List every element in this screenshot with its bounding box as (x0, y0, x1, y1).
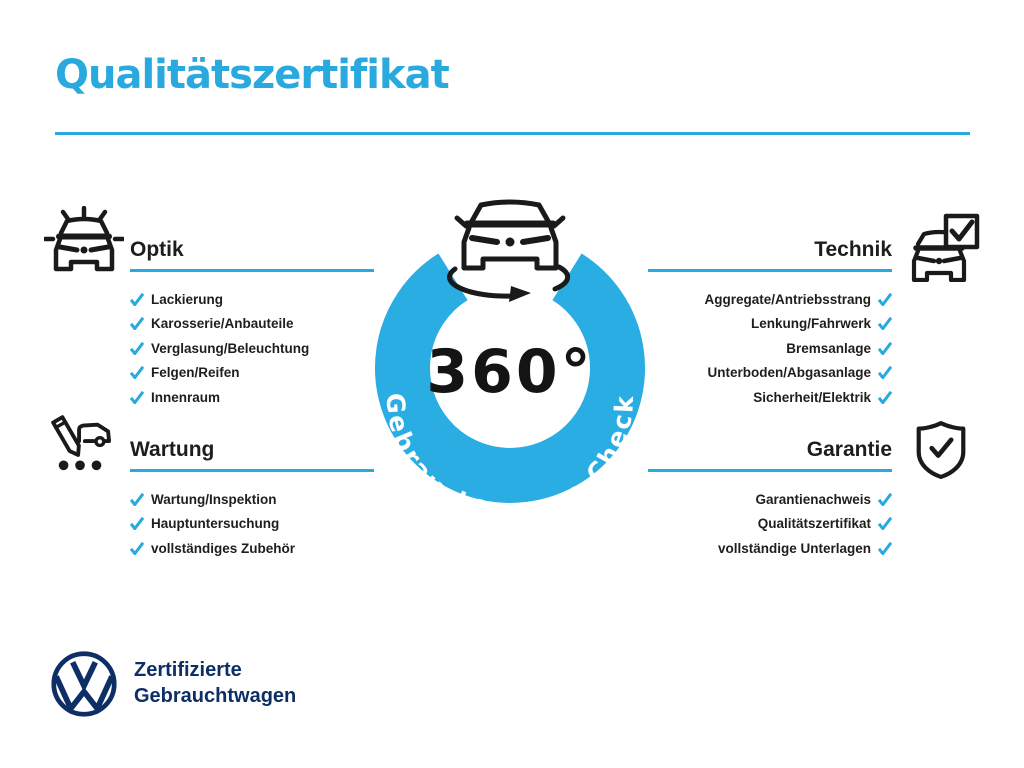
optik-checklist: Lackierung Karosserie/Anbauteile Verglas… (130, 287, 374, 410)
check-item: Aggregate/Antriebsstrang (648, 287, 892, 312)
check-item-label: Bremsanlage (786, 340, 871, 356)
check-item-label: Aggregate/Antriebsstrang (704, 291, 871, 307)
check-item: Wartung/Inspektion (130, 487, 374, 512)
technik-checklist: Aggregate/Antriebsstrang Lenkung/Fahrwer… (648, 287, 892, 410)
wartung-checklist: Wartung/Inspektion Hauptuntersuchung vol… (130, 487, 374, 561)
garantie-checklist: Garantienachweis Qualitätszertifikat vol… (648, 487, 892, 561)
check-icon (878, 390, 892, 404)
page-title: Qualitätszertifikat (55, 52, 450, 98)
360-check-badge: Gebrauchtwagen-Check 360° (375, 199, 645, 520)
check-item: Qualitätszertifikat (648, 512, 892, 537)
check-icon (878, 541, 892, 555)
check-item-label: Garantienachweis (755, 491, 871, 507)
check-item: Lenkung/Fahrwerk (648, 312, 892, 337)
check-item-label: Innenraum (151, 389, 221, 405)
check-item-label: Hauptuntersuchung (151, 516, 280, 532)
check-item-label: Wartung/Inspektion (151, 491, 277, 507)
check-item: Hauptuntersuchung (130, 512, 374, 537)
section-wartung: Wartung Wartung/Inspektion Hauptuntersuc… (130, 436, 374, 561)
check-item: Lackierung (130, 287, 374, 312)
vw-logo (51, 651, 117, 717)
check-icon (130, 492, 144, 506)
check-item: Bremsanlage (648, 336, 892, 361)
degree-label: 360° (426, 337, 593, 407)
brand-text: Zertifizierte Gebrauchtwagen (134, 657, 296, 709)
check-item-label: Felgen/Reifen (151, 365, 240, 381)
check-item-label: Unterboden/Abgasanlage (707, 365, 871, 381)
check-icon (130, 317, 144, 331)
check-icon (878, 341, 892, 355)
car-shine-icon (44, 206, 124, 272)
pencil-van-checklist-icon (51, 415, 111, 471)
check-item: Felgen/Reifen (130, 361, 374, 386)
car-checkbox-icon (911, 213, 980, 282)
check-icon (130, 390, 144, 404)
check-icon (878, 317, 892, 331)
check-item: Garantienachweis (648, 487, 892, 512)
check-item-label: vollständiges Zubehör (151, 540, 296, 556)
section-wartung-heading: Wartung (130, 436, 374, 472)
check-item: Innenraum (130, 385, 374, 410)
check-icon (130, 541, 144, 555)
check-item-label: Qualitätszertifikat (757, 516, 871, 532)
check-icon (878, 517, 892, 531)
section-technik: Technik Aggregate/Antriebsstrang Lenkung… (648, 236, 892, 410)
check-item-label: vollständige Unterlagen (717, 540, 871, 556)
shield-check-icon (916, 420, 966, 480)
check-icon (130, 517, 144, 531)
check-icon (130, 341, 144, 355)
check-item: Karosserie/Anbauteile (130, 312, 374, 337)
badge-ring (375, 253, 645, 503)
check-item-label: Lackierung (151, 291, 224, 307)
check-icon (878, 366, 892, 380)
check-item-label: Lenkung/Fahrwerk (750, 316, 871, 332)
check-item-label: Karosserie/Anbauteile (151, 316, 294, 332)
brand-line-2: Gebrauchtwagen (134, 685, 297, 707)
title-divider (55, 132, 970, 135)
section-garantie: Garantie Garantienachweis Qualitätszerti… (648, 436, 892, 561)
check-item-label: Sicherheit/Elektrik (753, 389, 871, 405)
check-item: vollständige Unterlagen (648, 536, 892, 561)
section-optik-heading: Optik (130, 236, 374, 272)
rotating-car-icon (447, 199, 571, 302)
check-icon (130, 292, 144, 306)
check-item: Verglasung/Beleuchtung (130, 336, 374, 361)
check-item: vollständiges Zubehör (130, 536, 374, 561)
section-garantie-heading: Garantie (648, 436, 892, 472)
check-item: Unterboden/Abgasanlage (648, 361, 892, 386)
brand-line-1: Zertifizierte (134, 659, 242, 681)
section-optik: Optik Lackierung Karosserie/Anbauteile V… (130, 236, 374, 410)
check-icon (878, 492, 892, 506)
check-item: Sicherheit/Elektrik (648, 385, 892, 410)
check-icon (878, 292, 892, 306)
check-icon (130, 366, 144, 380)
section-technik-heading: Technik (648, 236, 892, 272)
check-item-label: Verglasung/Beleuchtung (151, 340, 310, 356)
